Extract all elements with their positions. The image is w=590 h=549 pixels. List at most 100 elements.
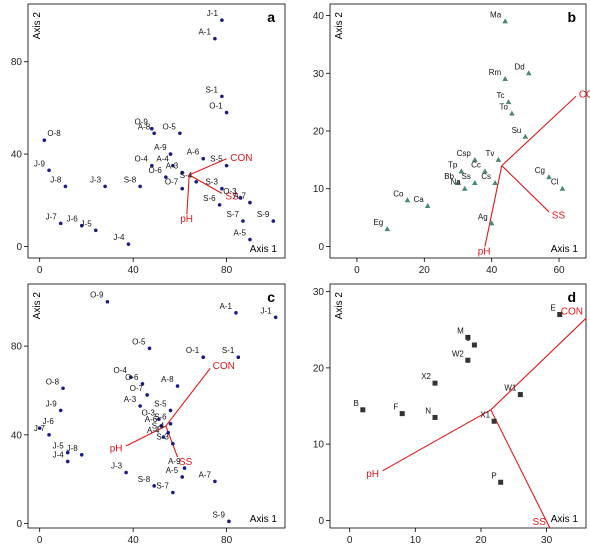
point-label: Cs [481,172,491,181]
data-point [505,99,512,105]
data-point [150,163,154,168]
point-label: Ss [461,172,470,181]
vector-ss [501,165,550,213]
x-tick-label: 40 [486,265,498,276]
vector-ss [188,174,223,194]
data-point [217,203,222,207]
data-point [194,180,199,184]
data-point [492,179,498,185]
data-point [465,357,471,363]
point-label: W1 [504,384,517,393]
data-point [472,156,478,162]
point-label: Cg [535,166,545,175]
y-tick-label: 10 [313,184,325,195]
x-tick-label: 0 [347,535,353,544]
y-axis-label: Axis 2 [334,12,345,40]
data-point [171,163,175,168]
point-label: J-1 [261,306,273,315]
data-point [472,179,478,185]
data-point [124,470,128,475]
y-tick-label: 40 [313,11,325,22]
point-label: To [499,103,508,112]
point-label: A-6 [145,415,158,424]
point-label: S-8 [138,475,151,484]
point-label: J-8 [50,175,62,184]
point-label: O-1 [186,346,200,355]
point-label: O-3 [141,408,155,417]
point-label: J-4 [113,233,125,242]
vector-con [490,317,587,411]
data-point [58,221,63,226]
y-tick-label: 20 [313,363,325,374]
y-tick-label: 0 [318,242,324,253]
point-label: Ag [478,212,488,221]
point-label: A-5 [234,229,247,238]
point-label: A-3 [124,395,137,404]
vector-label: pH [180,214,193,225]
data-point [482,168,488,174]
point-label: S-6 [154,413,167,422]
data-point [498,479,504,485]
data-point [227,519,231,524]
point-label: O-4 [113,366,127,375]
x-tick-label: 20 [419,265,431,276]
point-label: S-5 [210,155,223,164]
point-label: Bb [444,172,454,181]
data-point [126,242,131,246]
point-label: S-1 [205,85,218,94]
vector-ph [484,165,503,247]
data-point [488,220,495,226]
y-tick-label: 20 [313,127,325,138]
point-label: A-1 [198,28,211,37]
point-label: O-6 [125,373,139,382]
data-point [458,168,465,174]
point-label: P [491,471,496,480]
data-point [213,479,217,484]
vector-con [501,95,577,167]
x-axis-label: Axis 1 [551,514,579,525]
data-point [129,375,133,379]
point-label: O-8 [47,129,61,138]
y-tick-label: 40 [11,150,23,161]
data-point [105,299,110,304]
point-label: J-9 [46,399,58,408]
point-label: X1 [480,410,490,419]
data-point [248,200,252,205]
data-point [152,131,156,136]
point-label: S-7 [226,210,239,219]
vector-label: SS [552,211,566,222]
vector-label: pH [366,469,379,480]
x-tick-label: 30 [541,535,553,544]
data-point [180,475,184,479]
vector-label: pH [478,246,491,257]
panel-label: c [267,289,275,305]
y-tick-label: 40 [11,430,23,441]
data-point [236,355,241,360]
data-point [175,384,180,388]
point-label: O-3 [223,187,237,196]
point-label: N [425,406,431,415]
point-label: J-5 [81,219,93,228]
point-label: O-5 [163,122,177,131]
point-label: O-4 [134,155,148,164]
vector-label: CON [213,361,235,372]
x-tick-label: 80 [221,535,233,544]
data-point [164,175,168,179]
point-label: A-4 [147,426,160,435]
data-point [213,36,217,41]
vector-ph [382,409,492,472]
vector-con [188,158,227,176]
panel-a: 0 40 80 0 40 80 Axis 1 Axis 2 a CON pH SS J-1 A-1 S-1 O… [11,3,286,276]
point-label: J-3 [90,175,102,184]
point-label: J-6 [67,215,79,224]
data-point [465,334,471,340]
point-label: S-8 [124,175,137,184]
data-point [360,407,366,413]
data-point [495,156,502,162]
point-label: Na [451,178,462,187]
point-label: A-5 [166,466,179,475]
data-point [138,404,142,408]
y-tick-label: 30 [313,69,325,80]
x-tick-label: 80 [221,265,233,276]
data-point [248,237,252,242]
